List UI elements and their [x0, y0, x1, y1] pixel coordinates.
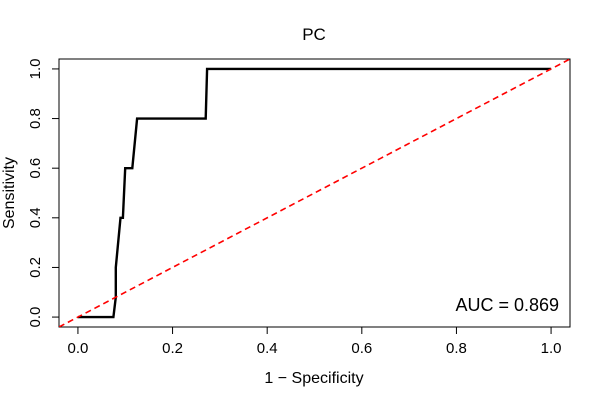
- plot-frame: [58, 58, 571, 328]
- x-tick-label: 0.2: [162, 340, 183, 357]
- y-tick-label: 0.2: [27, 257, 44, 278]
- y-tick-label: 0.6: [27, 158, 44, 179]
- x-tick-label: 0.6: [351, 340, 372, 357]
- y-tick-label: 0.0: [27, 307, 44, 328]
- chart-title: PC: [302, 25, 326, 44]
- plot-layer: 0.0 0.2 0.4 0.6 0.8 1.0 0.0 0.2 0.4 0.6 0.8 1.0: [27, 58, 571, 357]
- x-tick-label: 1.0: [541, 340, 562, 357]
- reference-diagonal-line: [59, 59, 570, 327]
- x-tick-label: 0.0: [67, 340, 88, 357]
- y-tick-label: 1.0: [27, 58, 44, 79]
- auc-annotation: AUC = 0.869: [455, 295, 559, 315]
- x-tick-label: 0.8: [446, 340, 467, 357]
- x-tick-label: 0.4: [257, 340, 278, 357]
- y-axis-title: Sensitivity: [1, 157, 18, 229]
- x-axis-title: 1 − Specificity: [264, 370, 363, 387]
- y-tick-label: 0.4: [27, 207, 44, 228]
- y-tick-label: 0.8: [27, 108, 44, 129]
